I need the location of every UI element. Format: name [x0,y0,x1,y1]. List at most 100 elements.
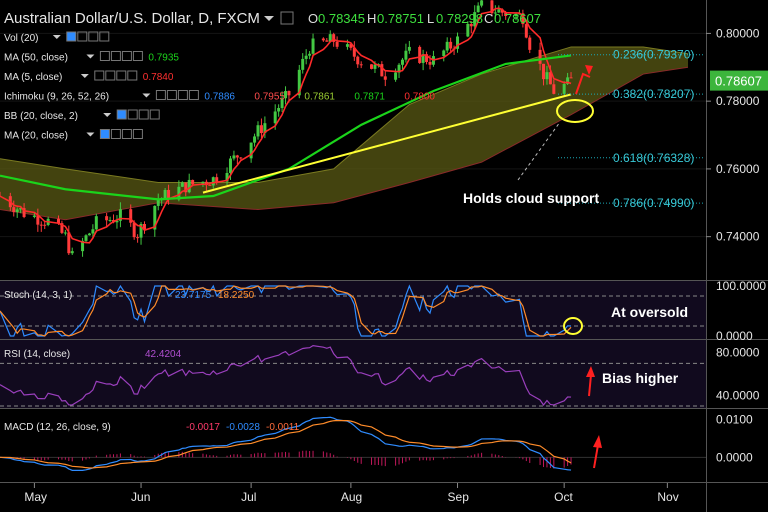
candle-body [228,158,232,174]
candle-body [407,46,411,51]
candle-body [263,123,267,134]
indicator-legends: Vol (20) MA (50, close) 0.7935 MA (5, close… [4,31,435,142]
candle-body [349,44,353,48]
candle-body [538,49,542,64]
last-price-label: 0.78607 [715,74,762,89]
month-label: Jun [131,490,150,504]
low-value: 0.78298 [436,11,483,26]
fib-label: 0.382(0.78207) [613,87,694,101]
candle-body [325,40,329,42]
legend-tool-icon [99,51,110,61]
oscillator-lines [0,284,706,407]
rsi-line [0,344,572,406]
candle-body [94,216,98,230]
cloud-span-b [0,66,689,221]
legend-tool-icon [132,129,143,139]
legend-tool-icon [110,129,121,139]
oscillator-tick-label: 40.0000 [716,388,760,402]
candle-body [256,125,260,137]
rsi-arrowhead [586,366,595,377]
candle-body [480,0,484,6]
stoch-d-value: 18.2250 [218,290,255,301]
candle-body [239,157,243,159]
legend-tool-icon [66,31,77,42]
candle-body [373,64,377,69]
candle-body [208,184,212,186]
candle-body [287,91,291,96]
candle-body [552,84,556,94]
candle-body [380,64,384,77]
legend-tool-icon [132,51,143,61]
oscillator-legends: Stoch (14, 3, 1) 23.7175 18.2250 RSI (14… [4,290,300,433]
candle-body [63,232,67,234]
candle-body [132,222,136,238]
support-circle [556,99,594,123]
candle-body [280,98,284,109]
macd-arrow [593,444,599,469]
candle-body [445,41,449,51]
legend-value: 0.7955 [254,92,285,103]
candle-body [60,223,64,233]
legend-name[interactable]: MA (20, close) [4,131,68,142]
candle-body [215,177,219,182]
settings-icon[interactable] [280,11,294,25]
close-value: 0.78607 [494,11,541,26]
price-tick-label: 0.76000 [716,162,760,176]
candle-body [142,224,146,230]
bias-annotation: Bias higher [602,370,679,386]
month-label: May [24,490,47,504]
candle-body [521,13,525,25]
candle-body [277,108,281,112]
ma5-line [0,7,572,244]
candle-body [356,56,360,65]
legend-tool-icon [121,51,132,61]
cloud-support-annotation: Holds cloud support [463,190,599,206]
rsi-panel [0,340,706,408]
legend-name[interactable]: MA (5, close) [4,72,62,83]
oscillator-tick-label: 100.0000 [716,279,766,293]
macd-arrowhead [593,435,602,448]
candle-body [490,0,494,14]
macd-histogram [0,416,706,471]
legend-tool-icon [177,90,188,100]
candle-body [308,53,312,56]
rsi-arrow [588,374,592,397]
candle-body [118,209,122,221]
legend-tool-icon [99,31,110,42]
stoch-legend-name[interactable]: Stoch (14, 3, 1) [4,290,72,301]
candle-body [456,36,460,49]
price-up-arrow [575,72,591,95]
legend-value: 0.7886 [204,92,235,103]
macd-legend-name[interactable]: MACD (12, 26, close, 9) [4,422,111,433]
low-label: L [427,11,434,26]
legend-tool-icon [127,70,138,81]
candle-body [562,83,566,94]
candle-body [15,209,19,213]
candle-body [404,50,408,60]
open-label: O [308,11,318,26]
candle-body [105,216,109,221]
chevron-down-icon[interactable] [264,16,274,21]
legend-tool-icon [149,109,160,120]
legend-tool-icon [121,129,132,139]
candle-body [524,24,528,38]
candle-body [177,186,181,200]
candle-body [91,229,95,234]
candle-body [139,224,143,238]
legend-name[interactable]: MA (50, close) [4,53,68,64]
chevron-down-icon [86,54,95,59]
price-tick-label: 0.80000 [716,26,760,40]
candle-body [191,179,195,185]
rsi-legend-name[interactable]: RSI (14, close) [4,349,70,360]
legend-tool-icon [105,70,116,81]
legend-name[interactable]: Ichimoku (9, 26, 52, 26) [4,92,109,103]
candle-body [84,235,88,241]
candle-body [442,50,446,57]
symbol-title[interactable]: Australian Dollar/U.S. Dollar, D, FXCM [4,10,260,27]
legend-name[interactable]: Vol (20) [4,33,38,44]
stoch-panel [0,281,706,339]
stoch-d-line [0,285,572,337]
legend-name[interactable]: BB (20, close, 2) [4,111,78,122]
candle-body [473,12,477,27]
